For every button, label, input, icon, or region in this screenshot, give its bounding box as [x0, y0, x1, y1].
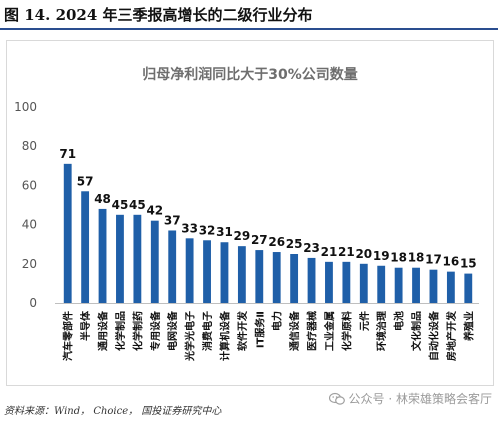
- source-note: 资料来源：Wind， Choice， 国投证券研究中心: [4, 402, 221, 417]
- data-label: 25: [286, 237, 303, 251]
- figure-title: 图 14. 2024 年三季报高增长的二级行业分布: [4, 4, 494, 26]
- x-tick-label: IT服务Ⅱ: [253, 311, 266, 348]
- x-tick-label: 自动化设备: [427, 310, 440, 361]
- x-tick-label: 医疗器械: [306, 311, 319, 351]
- x-tick-label: 养殖业: [462, 311, 475, 342]
- data-label: 57: [77, 174, 94, 188]
- bar: [464, 274, 472, 303]
- data-label: 26: [268, 235, 285, 249]
- x-tick-label: 电池: [393, 311, 406, 331]
- data-label: 23: [303, 241, 320, 255]
- y-tick-label: 0: [29, 296, 37, 310]
- bar: [186, 238, 194, 303]
- data-label: 33: [181, 221, 198, 235]
- x-tick-label: 计算机设备: [218, 310, 231, 361]
- x-tick-label: 电网设备: [166, 310, 179, 351]
- y-axis: 0 20 40 60 80 100: [14, 100, 37, 310]
- data-label: 71: [59, 147, 76, 161]
- bar: [325, 262, 333, 303]
- bar: [308, 258, 316, 303]
- x-tick-label: 汽车零部件: [62, 311, 75, 361]
- data-label: 19: [373, 249, 390, 263]
- data-label: 18: [408, 251, 425, 265]
- x-tick-label: 通用设备: [97, 310, 110, 351]
- data-label: 29: [234, 229, 251, 243]
- x-axis: 汽车零部件 半导体 通用设备 化学制品 化学制药 专用设备 电网设备 光学光电子 消费电子 计算机…: [55, 304, 479, 363]
- x-tick-label: 专用设备: [149, 310, 162, 351]
- bar: [64, 164, 72, 303]
- bar: [342, 262, 350, 303]
- x-tick-label: 光学光电子: [184, 311, 197, 362]
- data-label: 15: [460, 257, 477, 271]
- data-label: 48: [94, 192, 111, 206]
- data-label: 18: [390, 251, 407, 265]
- y-tick-label: 60: [22, 178, 37, 192]
- data-label: 21: [338, 245, 355, 259]
- data-label: 42: [146, 204, 163, 218]
- x-tick-label: 电力: [271, 311, 284, 331]
- data-label: 45: [129, 198, 146, 212]
- data-label: 31: [216, 225, 233, 239]
- bar: [360, 264, 368, 303]
- bar: [151, 221, 159, 303]
- y-tick-label: 40: [22, 218, 37, 232]
- x-tick-label: 元件: [358, 311, 371, 331]
- chart-container: 归母净利润同比大于30%公司数量 0 20 40 60 80 100 71 57 48 45 45…: [6, 40, 494, 386]
- title-divider: [0, 28, 498, 30]
- bar: [116, 215, 124, 303]
- bar: [290, 254, 298, 303]
- y-tick-label: 100: [14, 100, 37, 114]
- x-tick-label: 化学原料: [340, 311, 353, 351]
- y-tick-label: 20: [22, 257, 37, 271]
- data-label: 20: [355, 247, 372, 261]
- x-tick-label: 化学制药: [131, 311, 144, 351]
- data-label: 45: [112, 198, 129, 212]
- bar: [273, 252, 281, 303]
- bar: [377, 266, 385, 303]
- x-tick-label: 文化制品: [410, 311, 423, 351]
- bar: [447, 272, 455, 303]
- data-label: 32: [199, 223, 216, 237]
- bar: [99, 209, 107, 303]
- bar: [430, 270, 438, 303]
- data-label: 17: [425, 253, 442, 267]
- bar: [203, 240, 211, 303]
- x-tick-label: 工业金属: [323, 311, 336, 351]
- bar: [221, 242, 229, 303]
- x-tick-label: 软件开发: [236, 310, 249, 351]
- x-tick-label: 化学制品: [114, 311, 127, 351]
- x-tick-label: 半导体: [79, 310, 92, 341]
- bar: [255, 250, 263, 303]
- data-label: 27: [251, 233, 268, 247]
- bar: [395, 268, 403, 303]
- data-label: 21: [321, 245, 338, 259]
- chart-title: 归母净利润同比大于30%公司数量: [142, 66, 358, 83]
- watermark: 公众号 · 林荣雄策略会客厅: [329, 390, 492, 407]
- x-tick-label: 通信设备: [288, 310, 301, 351]
- x-tick-label: 环境治理: [375, 311, 388, 351]
- wechat-icon: [329, 392, 345, 406]
- bar: [238, 246, 246, 303]
- watermark-text: 公众号 · 林荣雄策略会客厅: [349, 390, 492, 407]
- x-tick-label: 消费电子: [201, 311, 214, 351]
- data-label: 16: [443, 255, 460, 269]
- y-tick-label: 80: [22, 139, 37, 153]
- bar: [168, 230, 176, 303]
- figure-title-text: 2024 年三季报高增长的二级行业分布: [56, 6, 313, 24]
- x-tick-label: 房地产开发: [445, 310, 458, 361]
- bar: [133, 215, 141, 303]
- figure-label: 图 14.: [4, 6, 50, 24]
- bar: [81, 191, 89, 303]
- bar: [412, 268, 420, 303]
- data-label: 37: [164, 213, 181, 227]
